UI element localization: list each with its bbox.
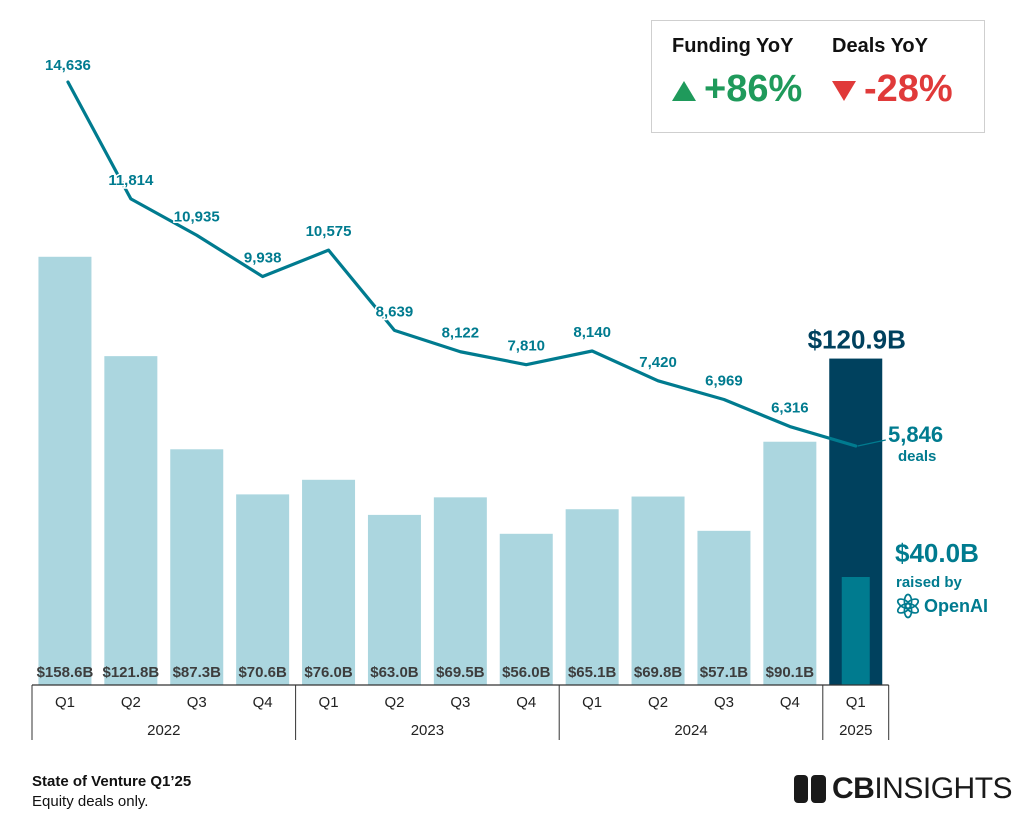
funding-bar-label-12: $120.9B — [808, 325, 906, 355]
funding-yoy-value: +86% — [704, 68, 803, 110]
funding-bar-labels: $158.6B $121.8B $87.3B $70.6B $76.0B $63.0B $6… — [37, 325, 906, 681]
funding-bar-7 — [499, 533, 553, 685]
funding-yoy-value-row: +86% — [672, 68, 802, 111]
funding-bar-label-8: $65.1B — [568, 664, 617, 681]
quarter-label-8: Q1 — [582, 694, 602, 711]
cb-insights-logo: CBINSIGHTS — [794, 772, 1013, 806]
quarter-label-2: Q3 — [187, 694, 207, 711]
deals-label-8: 8,140 — [573, 324, 611, 341]
deals-yoy-value: -28% — [864, 68, 953, 110]
deals-label-6: 8,122 — [442, 325, 480, 342]
funding-bar-11 — [763, 441, 817, 685]
openai-inset-value: $40.0B — [895, 538, 979, 568]
deals-label-3: 9,938 — [244, 250, 282, 267]
funding-bar-label-6: $69.5B — [436, 664, 485, 681]
yoy-summary-box: Funding YoY +86% Deals YoY -28% — [651, 20, 985, 133]
quarter-label-11: Q4 — [780, 694, 800, 711]
funding-bar-9 — [631, 496, 685, 685]
deals-line-layer: 14,636 11,814 10,935 9,938 10,575 8,639 8,122 7… — [44, 56, 858, 448]
quarter-label-12: Q1 — [846, 694, 866, 711]
quarter-label-6: Q3 — [450, 694, 470, 711]
cb-insights-logo-icon — [794, 775, 826, 803]
funding-bar-2 — [170, 449, 224, 685]
deals-label-5: 8,639 — [376, 303, 414, 320]
deals-yoy: Deals YoY -28% — [832, 35, 953, 111]
deals-label-10: 6,969 — [705, 372, 743, 389]
quarter-label-1: Q2 — [121, 694, 141, 711]
funding-bar-label-7: $56.0B — [502, 664, 551, 681]
funding-bar-label-11: $90.1B — [766, 664, 815, 681]
funding-bar-label-0: $158.6B — [37, 664, 94, 681]
deals-label-7: 7,810 — [507, 338, 545, 355]
quarter-label-5: Q2 — [384, 694, 404, 711]
openai-inset-note: raised by — [896, 574, 963, 591]
openai-wordmark: OpenAI — [924, 596, 988, 616]
deals-label-9: 7,420 — [639, 354, 677, 371]
quarter-label-10: Q3 — [714, 694, 734, 711]
funding-bars — [38, 256, 883, 685]
year-label-2024: 2024 — [674, 722, 707, 739]
funding-bar-label-9: $69.8B — [634, 664, 683, 681]
funding-bar-8 — [565, 509, 619, 685]
cb-insights-wordmark: CBINSIGHTS — [832, 772, 1013, 805]
deals-label-1: 11,814 — [108, 172, 154, 189]
funding-bar-label-2: $87.3B — [173, 664, 222, 681]
funding-bar-4 — [302, 479, 356, 685]
funding-bar-label-4: $76.0B — [304, 664, 353, 681]
funding-bar-1 — [104, 356, 158, 685]
funding-bar-6 — [433, 497, 487, 685]
openai-logo-icon — [896, 593, 920, 619]
year-label-2023: 2023 — [411, 722, 444, 739]
deals-callout-line — [857, 439, 886, 447]
footer-note: Equity deals only. — [32, 793, 149, 810]
funding-bar-label-1: $121.8B — [102, 664, 159, 681]
deals-unit-label: deals — [898, 448, 936, 465]
deals-line — [66, 80, 858, 448]
funding-bar-label-10: $57.1B — [700, 664, 749, 681]
deals-label-2: 10,935 — [174, 208, 220, 225]
funding-yoy-label: Funding YoY — [672, 35, 794, 57]
deals-label-0: 14,636 — [45, 57, 91, 74]
funding-bar-0 — [38, 256, 92, 685]
quarter-label-4: Q1 — [319, 694, 339, 711]
footer-title: State of Venture Q1’25 — [32, 773, 192, 790]
arrow-down-icon — [832, 80, 856, 101]
funding-bar-label-3: $70.6B — [238, 664, 287, 681]
deals-label-4: 10,575 — [306, 223, 352, 240]
deals-yoy-label: Deals YoY — [832, 35, 928, 57]
quarter-label-3: Q4 — [253, 694, 273, 711]
deals-label-11: 6,316 — [771, 400, 809, 417]
funding-yoy: Funding YoY +86% — [672, 35, 802, 111]
funding-bar-3 — [236, 494, 290, 685]
year-label-2025: 2025 — [839, 722, 872, 739]
deals-label-12: 5,846 — [888, 422, 943, 447]
quarter-label-0: Q1 — [55, 694, 75, 711]
funding-bar-10 — [697, 530, 751, 685]
x-axis: 2022 2023 2024 2025 Q1 Q2 Q3 Q4 Q1 Q2 Q3 Q4 Q1 Q2 Q3 Q4… — [31, 684, 890, 740]
quarter-label-9: Q2 — [648, 694, 668, 711]
deals-yoy-value-row: -28% — [832, 68, 953, 111]
quarter-label-7: Q4 — [516, 694, 536, 711]
arrow-up-icon — [672, 80, 696, 101]
year-label-2022: 2022 — [147, 722, 180, 739]
funding-bar-label-5: $63.0B — [370, 664, 419, 681]
openai-inset-bar — [841, 577, 870, 685]
funding-bar-5 — [367, 514, 421, 685]
